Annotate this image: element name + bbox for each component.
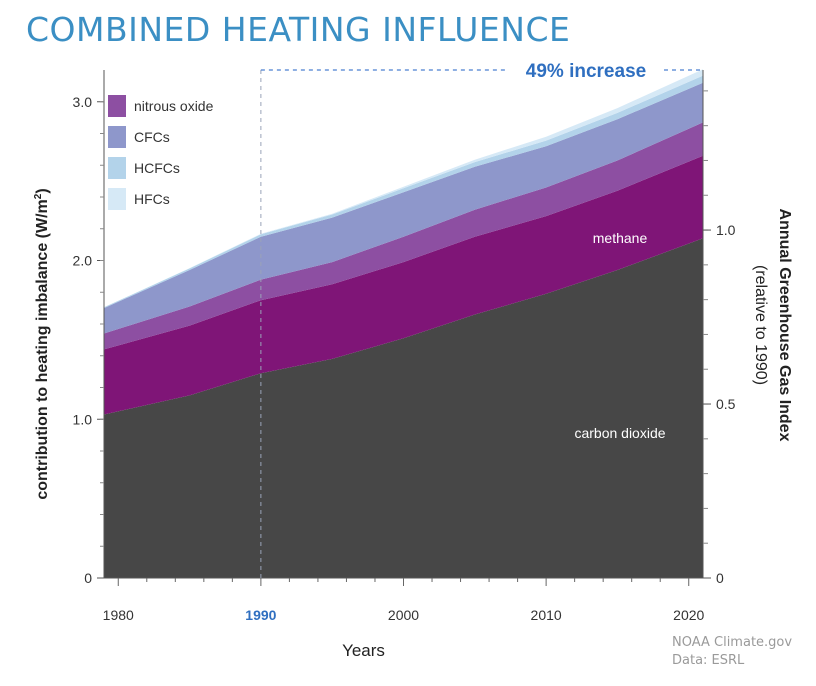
chart-title: COMBINED HEATING INFLUENCE [26, 10, 571, 49]
y2-axis-title: Annual Greenhouse Gas Index [776, 209, 793, 442]
legend-swatch-cfcs [108, 126, 126, 148]
x-tick-label: 2010 [531, 607, 562, 623]
legend-label: nitrous oxide [134, 98, 214, 114]
x-tick-label: 1990 [245, 607, 276, 623]
y-tick-label: 1.0 [73, 411, 93, 427]
y2-tick-label: 0.5 [716, 396, 736, 412]
area-cfcs [104, 82, 703, 334]
y-tick-label: 3.0 [73, 94, 93, 110]
area-methane [104, 155, 703, 415]
legend-swatch-hfcs [108, 188, 126, 210]
area-label-carbon-dioxide: carbon dioxide [574, 425, 665, 441]
x-tick-label: 1980 [103, 607, 134, 623]
y2-tick-label: 0 [716, 570, 724, 586]
credit: NOAA Climate.gov Data: ESRL [672, 634, 792, 670]
area-carbon-dioxide [104, 238, 703, 579]
legend-label: HFCs [134, 191, 170, 207]
area-hfcs [104, 69, 703, 308]
legend-label: HCFCs [134, 160, 180, 176]
credit-source: NOAA Climate.gov [672, 635, 793, 650]
legend-swatch-nitrous oxide [108, 95, 126, 117]
increase-annotation: 49% increase [526, 61, 646, 82]
y2-tick-label: 1.0 [716, 222, 736, 238]
legend-label: CFCs [134, 129, 170, 145]
y-axis-title: contribution to heating imbalance (W/m2) [33, 188, 51, 499]
y2-axis-subtitle: (relative to 1990) [752, 265, 769, 385]
y-tick-label: 2.0 [73, 253, 93, 269]
x-tick-label: 2000 [388, 607, 419, 623]
legend-swatch-hcfcs [108, 157, 126, 179]
area-nitrous-oxide [104, 122, 703, 350]
area-label-methane: methane [593, 230, 648, 246]
credit-data: Data: ESRL [672, 653, 745, 668]
x-tick-label: 2020 [673, 607, 704, 623]
y-tick-label: 0 [84, 570, 92, 586]
area-hcfcs [104, 75, 703, 309]
x-axis-title: Years [342, 641, 385, 660]
